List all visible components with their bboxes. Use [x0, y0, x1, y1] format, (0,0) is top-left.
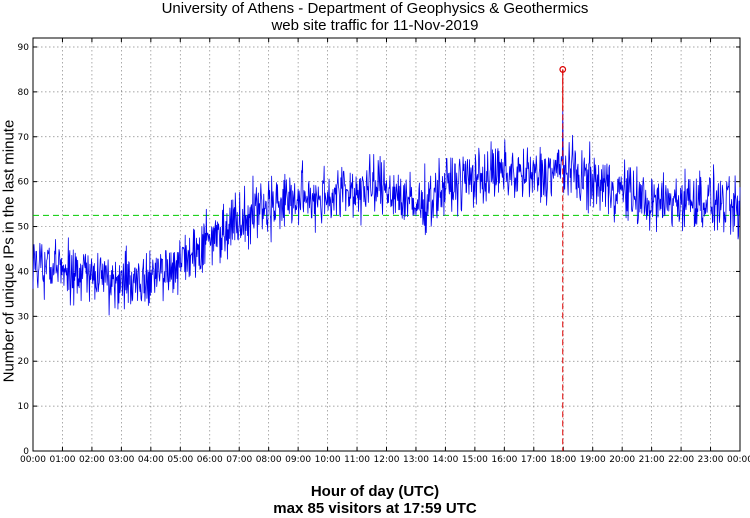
y-axis-label: Number of unique IPs in the last minute	[0, 119, 18, 383]
x-tick-label: 18:00	[550, 455, 576, 465]
x-tick-label: 12:00	[374, 455, 400, 465]
x-tick-label: 10:00	[315, 455, 341, 465]
x-tick-label: 03:00	[108, 455, 134, 465]
x-tick-label: 15:00	[462, 455, 488, 465]
peak-summary: max 85 visitors at 17:59 UTC	[273, 500, 477, 517]
y-tick-label: 50	[18, 223, 30, 233]
y-tick-label: 40	[18, 267, 30, 277]
x-tick-label: 01:00	[49, 455, 75, 465]
x-axis-label: Hour of day (UTC)	[310, 483, 440, 500]
x-tick-label: 13:00	[403, 455, 429, 465]
x-tick-label: 06:00	[197, 455, 223, 465]
x-tick-label: 23:00	[698, 455, 724, 465]
x-tick-label: 16:00	[491, 455, 517, 465]
x-tick-label: 00:00	[727, 455, 750, 465]
x-tick-label: 21:00	[639, 455, 665, 465]
chart-subtitle: web site traffic for 11-Nov-2019	[271, 17, 479, 34]
x-tick-label: 08:00	[256, 455, 282, 465]
x-tick-label: 00:00	[20, 455, 46, 465]
x-tick-label: 09:00	[285, 455, 311, 465]
y-tick-label: 0	[23, 447, 29, 457]
x-tick-label: 11:00	[344, 455, 370, 465]
peak-marker	[559, 66, 567, 73]
x-tick-label: 04:00	[138, 455, 164, 465]
x-tick-label: 02:00	[79, 455, 105, 465]
y-tick-label: 20	[18, 357, 30, 367]
y-tick-label: 30	[18, 312, 30, 322]
x-tick-label: 14:00	[432, 455, 458, 465]
x-tick-label: 19:00	[580, 455, 606, 465]
y-tick-label: 80	[18, 88, 30, 98]
chart-title: University of Athens - Department of Geo…	[161, 0, 589, 17]
y-tick-label: 60	[18, 178, 30, 188]
x-tick-label: 07:00	[226, 455, 252, 465]
x-tick-label: 22:00	[668, 455, 694, 465]
traffic-series-line	[32, 109, 741, 316]
x-tick-label: 20:00	[609, 455, 635, 465]
y-tick-label: 10	[18, 402, 30, 412]
plot-frame	[32, 37, 741, 452]
y-tick-label: 70	[18, 133, 30, 143]
y-tick-label: 90	[18, 43, 30, 53]
x-tick-label: 17:00	[521, 455, 547, 465]
x-tick-label: 05:00	[167, 455, 193, 465]
